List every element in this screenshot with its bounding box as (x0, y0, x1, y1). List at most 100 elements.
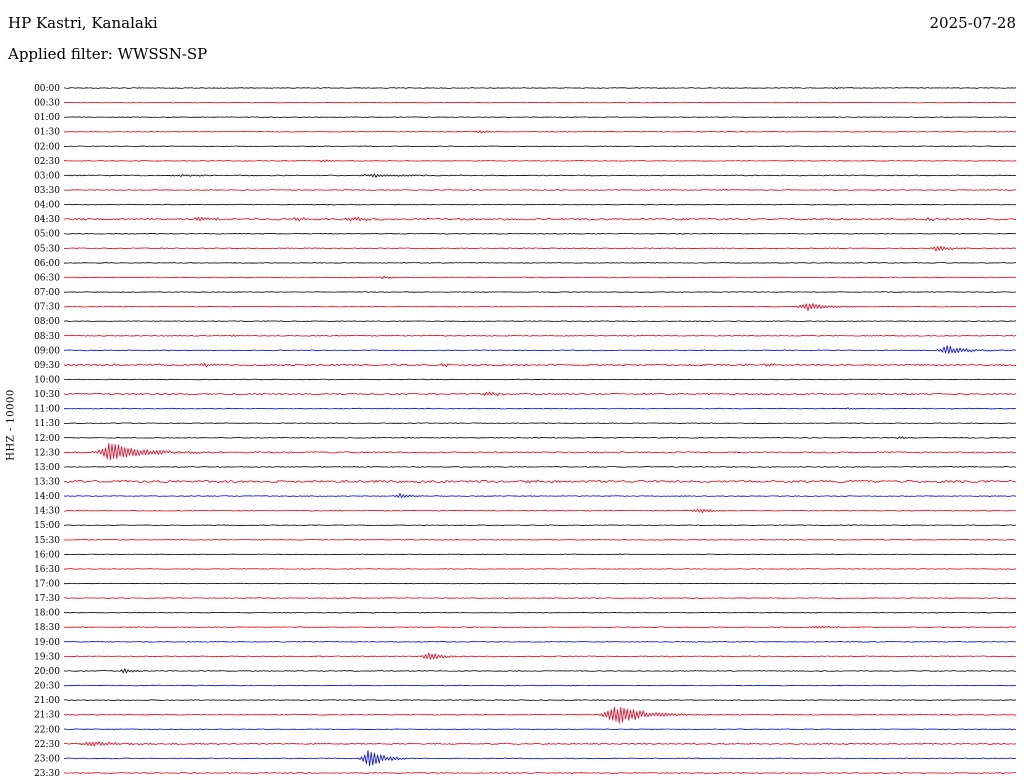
trace-2000 (63, 668, 1017, 674)
date-label: 2025-07-28 (929, 14, 1016, 32)
time-label: 10:30 (34, 390, 60, 400)
trace-0730 (63, 303, 1017, 312)
trace-0700 (63, 291, 1017, 293)
time-label: 15:00 (34, 521, 60, 531)
time-label: 22:00 (34, 725, 60, 735)
time-label: 17:00 (34, 580, 60, 590)
trace-0500 (63, 232, 1017, 235)
time-label: 01:00 (34, 113, 60, 123)
time-label: 00:00 (34, 84, 60, 94)
trace-1200 (63, 436, 1017, 440)
time-label: 08:30 (34, 332, 60, 342)
trace-2230 (63, 741, 1017, 747)
trace-0400 (63, 203, 1017, 206)
trace-0530 (63, 245, 1017, 252)
time-label: 04:00 (34, 201, 60, 211)
trace-0630 (63, 275, 1017, 280)
time-label: 11:30 (34, 419, 60, 429)
trace-2030 (63, 684, 1017, 687)
time-label: 14:00 (34, 492, 60, 502)
time-label: 16:30 (34, 565, 60, 575)
time-label: 04:30 (34, 215, 60, 225)
time-label: 03:30 (34, 186, 60, 196)
trace-2100 (63, 699, 1017, 701)
trace-1000 (63, 378, 1017, 381)
time-label: 17:30 (34, 594, 60, 604)
trace-1700 (63, 582, 1017, 585)
trace-1830 (63, 625, 1017, 629)
time-label: 09:30 (34, 361, 60, 371)
time-label: 05:30 (34, 244, 60, 254)
station-title: HP Kastri, Kanalaki (8, 14, 158, 32)
time-label: 02:30 (34, 157, 60, 167)
trace-1430 (63, 508, 1017, 514)
time-label: 23:30 (34, 769, 60, 779)
trace-0800 (63, 320, 1017, 322)
trace-1100 (63, 407, 1017, 410)
trace-1500 (63, 524, 1017, 526)
trace-0030 (63, 101, 1017, 104)
trace-1800 (63, 611, 1017, 614)
time-label: 18:00 (34, 609, 60, 619)
trace-1900 (63, 641, 1017, 643)
trace-0430 (63, 216, 1017, 222)
time-label: 09:00 (34, 346, 60, 356)
header: HP Kastri, Kanalaki Applied filter: WWSS… (8, 14, 207, 63)
trace-0130 (63, 130, 1017, 134)
time-label: 20:00 (34, 667, 60, 677)
time-label: 20:30 (34, 682, 60, 692)
time-label: 07:00 (34, 288, 60, 298)
time-label: 16:00 (34, 550, 60, 560)
trace-0830 (63, 334, 1017, 337)
trace-0200 (63, 145, 1017, 147)
time-label: 19:30 (34, 652, 60, 662)
trace-1630 (63, 568, 1017, 570)
trace-0300 (63, 173, 1017, 178)
time-label: 02:00 (34, 142, 60, 152)
time-label: 11:00 (34, 405, 60, 415)
trace-1600 (63, 553, 1017, 556)
trace-1730 (63, 597, 1017, 599)
time-label: 12:30 (34, 448, 60, 458)
trace-0600 (63, 262, 1017, 264)
trace-2200 (63, 728, 1017, 730)
trace-0330 (63, 188, 1017, 191)
trace-2130 (63, 706, 1017, 724)
time-label: 18:30 (34, 623, 60, 633)
trace-0900 (63, 345, 1017, 354)
time-label: 21:00 (34, 696, 60, 706)
trace-1530 (63, 539, 1017, 541)
time-label: 07:30 (34, 303, 60, 313)
time-label: 06:00 (34, 259, 60, 269)
time-label: 22:30 (34, 740, 60, 750)
time-label: 21:30 (34, 711, 60, 721)
time-label: 14:30 (34, 507, 60, 517)
time-label: 13:00 (34, 463, 60, 473)
time-label: 01:30 (34, 128, 60, 138)
filter-label: Applied filter: WWSSN-SP (8, 45, 208, 63)
time-label: 00:30 (34, 99, 60, 109)
time-label: 19:00 (34, 638, 60, 648)
trace-0000 (63, 87, 1017, 90)
time-label: 08:00 (34, 317, 60, 327)
trace-2300 (63, 750, 1017, 767)
time-label: 03:00 (34, 171, 60, 181)
time-label: 23:00 (34, 754, 60, 764)
trace-1930 (63, 652, 1017, 660)
trace-1130 (63, 422, 1017, 424)
time-label: 10:00 (34, 376, 60, 386)
time-label: 12:00 (34, 434, 60, 444)
trace-2330 (63, 772, 1017, 774)
time-label: 13:30 (34, 478, 60, 488)
time-label: 05:00 (34, 230, 60, 240)
trace-0930 (63, 363, 1017, 368)
time-label: 06:30 (34, 274, 60, 284)
trace-1400 (63, 493, 1017, 499)
trace-1330 (63, 479, 1017, 484)
trace-1230 (63, 443, 1017, 461)
trace-1030 (63, 391, 1017, 397)
time-label: 15:30 (34, 536, 60, 546)
trace-0230 (63, 159, 1017, 163)
